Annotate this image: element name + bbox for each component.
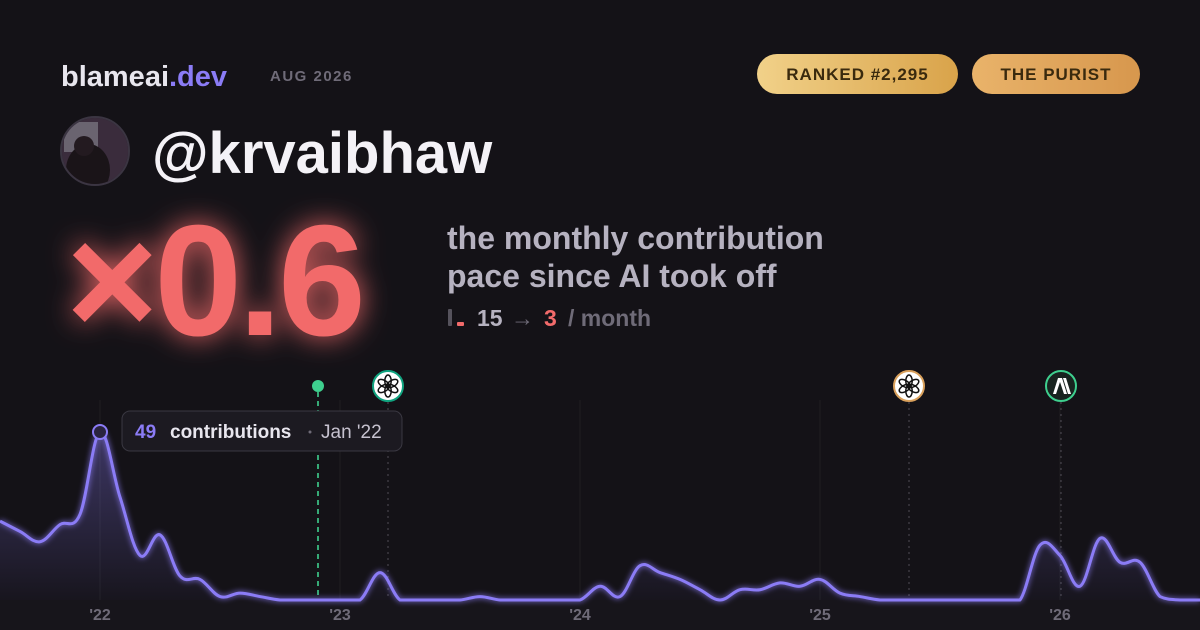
event-icon <box>893 370 925 402</box>
event-icon <box>1045 370 1077 402</box>
x-tick-label: '25 <box>809 607 831 624</box>
pace-arrow: → <box>511 305 534 331</box>
event-icon-bg <box>372 370 404 402</box>
axis-band <box>0 600 1200 630</box>
line <box>0 430 1200 602</box>
brand-tld: .dev <box>169 61 227 93</box>
tooltip-box <box>121 410 403 452</box>
brand-name: blameai <box>61 61 169 93</box>
multiplier: ×0.6 <box>66 193 362 369</box>
description: pace since AI took off <box>447 258 777 294</box>
logo-mark <box>1053 378 1071 394</box>
tooltip-value: 49 <box>135 422 156 443</box>
x-tick-label: '23 <box>329 607 351 624</box>
logo-petal <box>377 378 390 389</box>
x-tick-label: '22 <box>89 607 111 624</box>
chart: '22 '23 '24 '25 '26 49 contributions Jan '22 <box>0 370 1200 624</box>
description: the monthly contribution <box>447 220 824 256</box>
pace-before: 15 <box>477 305 503 331</box>
pace-unit: / month <box>568 305 651 331</box>
x-tick-label: '24 <box>569 607 591 624</box>
date: AUG 2026 <box>270 68 353 85</box>
tooltip-date: Jan '22 <box>321 422 382 443</box>
tooltip-sep <box>308 430 312 434</box>
area <box>0 431 1200 600</box>
badge-text: THE PURIST <box>1000 65 1111 84</box>
highlight-ring <box>92 424 108 440</box>
brand: blameai.dev <box>61 61 227 93</box>
event-icon <box>372 370 404 402</box>
event-dot <box>312 380 324 392</box>
pace-after: 3 <box>544 305 557 331</box>
pace-icon <box>448 309 464 326</box>
logo-petal <box>898 378 911 389</box>
event-icon-bg <box>893 370 925 402</box>
event-icon-bg <box>1045 370 1077 402</box>
tooltip-label: contributions <box>170 422 291 443</box>
badge-text: RANKED #2,295 <box>786 65 928 84</box>
handle: @krvaibhaw <box>152 121 493 186</box>
x-tick-label: '26 <box>1049 607 1071 624</box>
badge <box>972 54 1140 94</box>
badge <box>757 54 958 94</box>
tooltip: 49 contributions Jan '22 <box>121 410 403 452</box>
